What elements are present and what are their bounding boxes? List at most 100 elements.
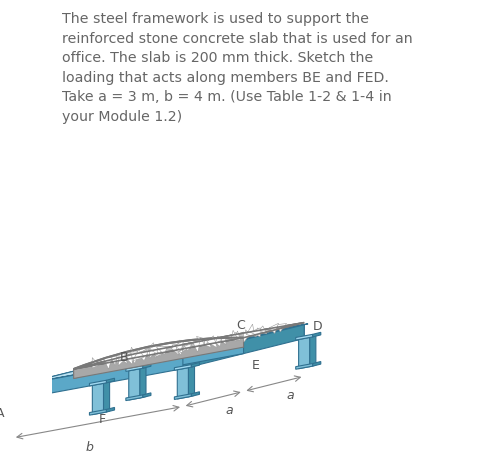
Polygon shape	[173, 345, 181, 355]
Polygon shape	[186, 343, 192, 349]
Polygon shape	[73, 323, 303, 369]
Polygon shape	[198, 338, 204, 346]
Polygon shape	[176, 345, 181, 353]
Polygon shape	[73, 339, 247, 371]
Polygon shape	[250, 328, 260, 337]
Polygon shape	[7, 399, 19, 430]
Polygon shape	[120, 354, 128, 360]
Polygon shape	[103, 382, 109, 413]
Polygon shape	[220, 337, 226, 345]
Polygon shape	[156, 347, 167, 355]
Polygon shape	[110, 356, 117, 366]
Polygon shape	[143, 393, 151, 398]
Polygon shape	[216, 337, 223, 342]
Text: C: C	[236, 318, 245, 332]
Polygon shape	[145, 348, 155, 359]
Polygon shape	[174, 365, 191, 370]
Text: The steel framework is used to support the
reinforced stone concrete slab that i: The steel framework is used to support t…	[62, 12, 412, 124]
Polygon shape	[249, 329, 257, 336]
Polygon shape	[128, 354, 135, 359]
Polygon shape	[309, 336, 315, 367]
Polygon shape	[197, 339, 205, 345]
Polygon shape	[155, 347, 164, 358]
Polygon shape	[243, 332, 250, 342]
Polygon shape	[106, 379, 114, 383]
Polygon shape	[98, 341, 219, 384]
Polygon shape	[177, 368, 188, 399]
Polygon shape	[98, 339, 226, 371]
Polygon shape	[192, 342, 200, 353]
Polygon shape	[120, 355, 127, 364]
Polygon shape	[22, 394, 30, 399]
Polygon shape	[140, 368, 146, 398]
Polygon shape	[149, 345, 157, 357]
Polygon shape	[312, 362, 320, 366]
Polygon shape	[130, 352, 139, 364]
Text: B: B	[119, 350, 128, 364]
Polygon shape	[13, 356, 134, 400]
Polygon shape	[173, 340, 182, 353]
Polygon shape	[174, 394, 191, 399]
Polygon shape	[134, 324, 308, 356]
Polygon shape	[191, 392, 199, 396]
Polygon shape	[298, 338, 309, 369]
Polygon shape	[138, 348, 148, 359]
Polygon shape	[231, 330, 237, 339]
Polygon shape	[312, 333, 320, 337]
Polygon shape	[269, 324, 278, 334]
Polygon shape	[92, 384, 103, 415]
Polygon shape	[13, 354, 186, 386]
Polygon shape	[73, 323, 303, 369]
Polygon shape	[276, 324, 286, 332]
Polygon shape	[255, 328, 262, 337]
Polygon shape	[73, 354, 134, 379]
Polygon shape	[175, 325, 303, 357]
Polygon shape	[126, 366, 143, 372]
Polygon shape	[118, 354, 127, 366]
Text: A: A	[0, 406, 5, 419]
Polygon shape	[114, 356, 120, 364]
Polygon shape	[188, 366, 194, 397]
Polygon shape	[131, 352, 141, 359]
Polygon shape	[73, 340, 243, 385]
Polygon shape	[124, 354, 132, 365]
Polygon shape	[226, 333, 236, 341]
Polygon shape	[145, 343, 153, 356]
Polygon shape	[4, 425, 22, 431]
Polygon shape	[182, 325, 303, 369]
Polygon shape	[92, 358, 99, 368]
Polygon shape	[156, 346, 161, 354]
Polygon shape	[132, 350, 144, 361]
Polygon shape	[4, 396, 22, 402]
Polygon shape	[144, 348, 149, 357]
Polygon shape	[157, 347, 166, 353]
Polygon shape	[22, 423, 30, 428]
Polygon shape	[13, 355, 141, 386]
Polygon shape	[158, 347, 165, 357]
Polygon shape	[191, 363, 199, 367]
Text: D: D	[312, 319, 322, 332]
Polygon shape	[204, 339, 212, 345]
Polygon shape	[19, 398, 24, 428]
Polygon shape	[210, 338, 222, 347]
Polygon shape	[176, 345, 183, 352]
Polygon shape	[175, 340, 183, 351]
Text: E: E	[252, 358, 259, 371]
Polygon shape	[233, 331, 240, 340]
Polygon shape	[126, 395, 143, 401]
Polygon shape	[246, 324, 254, 337]
Text: a: a	[225, 403, 232, 416]
Text: b: b	[85, 440, 93, 453]
Polygon shape	[182, 344, 190, 352]
Polygon shape	[124, 354, 133, 362]
Polygon shape	[89, 380, 106, 386]
Polygon shape	[171, 344, 181, 352]
Polygon shape	[171, 344, 179, 355]
Polygon shape	[103, 358, 112, 369]
Polygon shape	[106, 408, 114, 412]
Polygon shape	[73, 338, 243, 379]
Polygon shape	[129, 369, 140, 400]
Polygon shape	[143, 364, 151, 369]
Polygon shape	[184, 344, 192, 351]
Polygon shape	[295, 364, 312, 369]
